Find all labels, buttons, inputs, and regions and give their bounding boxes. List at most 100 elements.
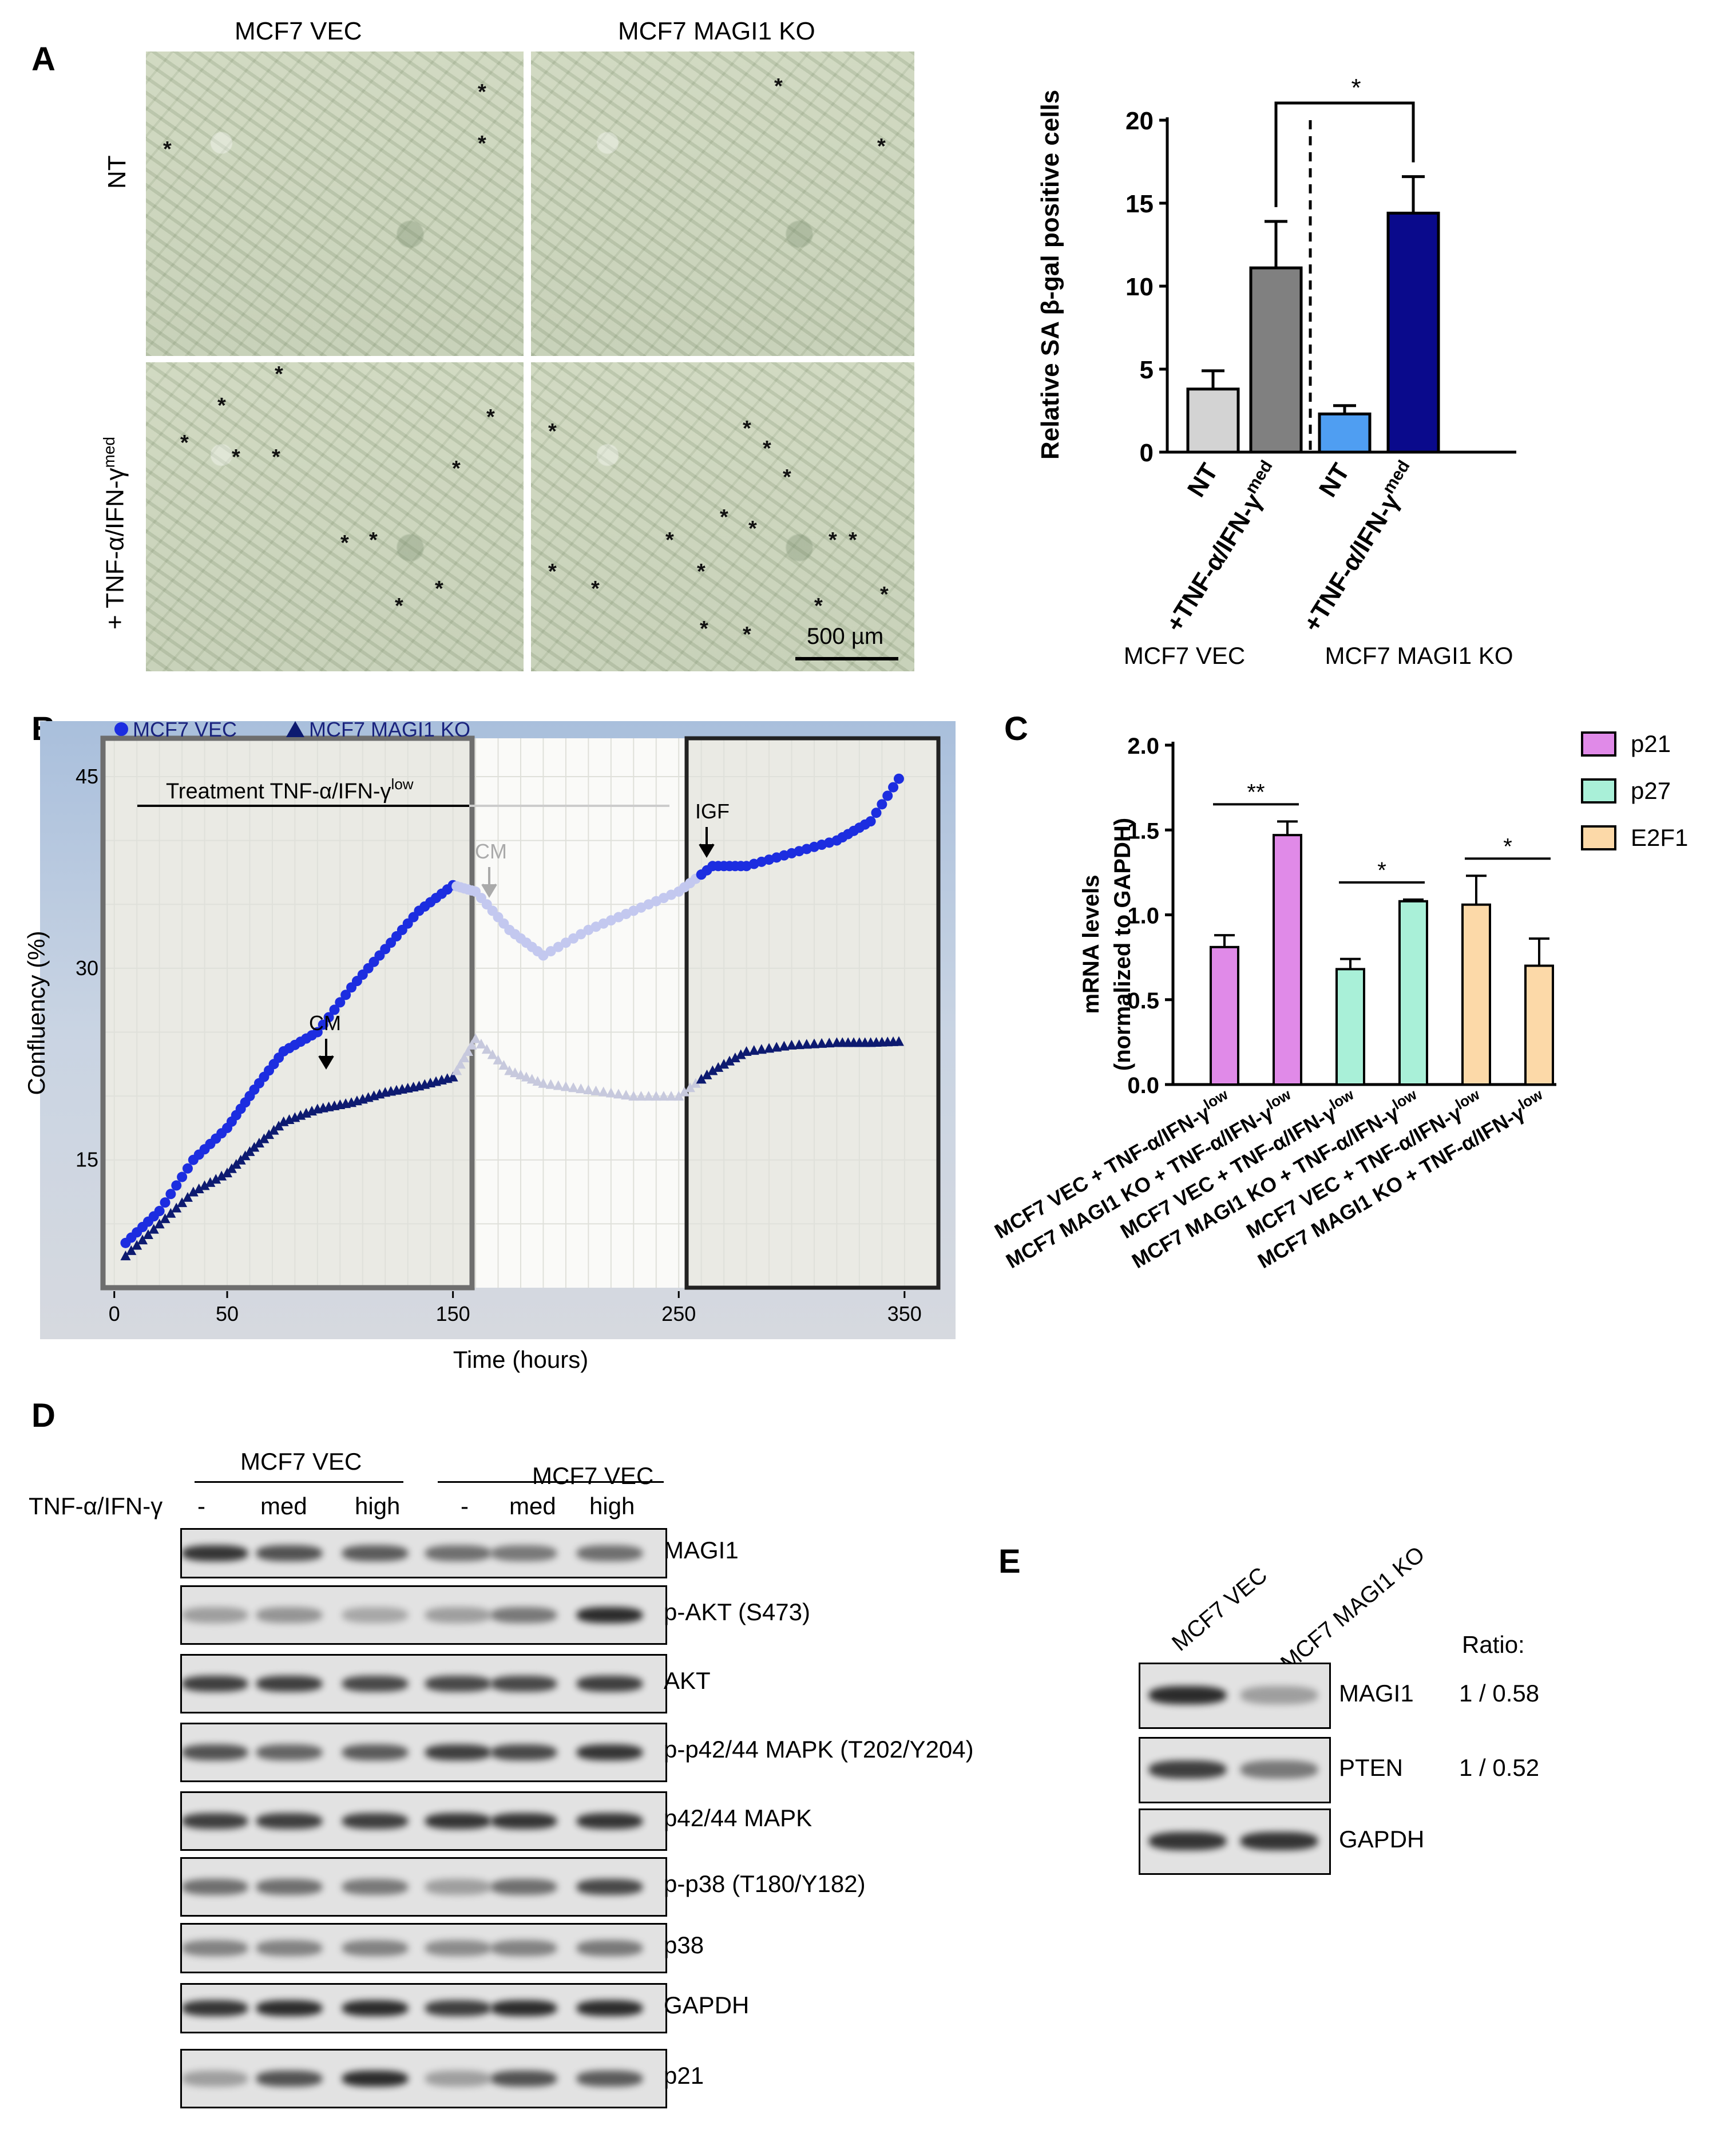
asterisk: * [774,74,783,98]
significance-label: * [1377,858,1386,883]
data-point-ko [459,1052,470,1063]
blot-label: AKT [664,1667,711,1694]
blot-band [425,1607,491,1623]
blot-band [256,2071,322,2087]
blot-band [342,1744,408,1760]
blot-band [491,1676,557,1692]
data-point-ko [643,1091,654,1101]
data-point-ko [553,1080,564,1090]
blot-band [425,1744,491,1760]
data-point-ko [526,1074,537,1084]
blot-label: p38 [664,1932,704,1958]
row-label-treatment-text: + TNF-α/IFN-γ [101,468,129,630]
igf-box [684,736,941,1290]
data-point-ko [132,1240,142,1250]
lane-1-label: - [197,1493,205,1519]
significance-label: * [1503,834,1512,859]
data-point-vec [165,1189,176,1200]
blot-band [182,1545,248,1561]
asterisk: * [272,445,280,469]
blot-band [182,1744,248,1760]
blot-band [342,1545,408,1561]
blot-band [1240,1686,1318,1704]
data-point-ko [171,1202,182,1213]
bar-p27 [1335,968,1365,1086]
cm-annotation-1: CM [309,1011,341,1035]
asterisk: * [700,617,708,641]
data-point-ko [481,1044,492,1054]
blot-band [425,2071,491,2087]
blot-band [182,1813,248,1829]
blot-band [342,2071,408,2087]
blot-band [342,1676,408,1692]
asterisk: * [849,528,857,552]
data-point-ko [764,1043,775,1053]
bar [1386,211,1440,454]
data-point-ko [756,1044,767,1054]
x-tick-label: NT [1314,458,1355,502]
data-point-ko [142,1229,153,1239]
asterisk: * [478,80,486,104]
panel-a-xticks: NT+TNF-α/IFN-γmed NT+TNF-α/IFN-γmed [1160,457,1413,637]
x-tick-label-text: +TNF-α/IFN-γ [1298,488,1405,637]
legend-swatch [1581,778,1616,804]
blot-band [491,1879,557,1895]
lane-4-label: - [461,1493,469,1519]
igf-arrow [699,827,715,858]
asterisk: * [275,362,283,386]
data-point-ko [451,1065,462,1075]
lane-2-label: med [260,1493,307,1519]
data-point-ko [177,1197,188,1208]
y-tick-label: 30 [76,956,98,980]
blot-gapdh [180,1983,667,2033]
blot-p42-44-mapk [180,1791,667,1851]
data-point-ko [679,1086,690,1097]
blot-e-label: GAPDH [1339,1826,1425,1853]
bar-e2f1 [1524,964,1554,1086]
data-point-ko [696,1074,707,1084]
blot-p21 [180,2049,667,2108]
blot-e-ratio: 1 / 0.52 [1459,1754,1540,1781]
panel-b-xlabel: Time (hours) [453,1346,588,1373]
treatment-box [100,735,475,1291]
data-point-ko [568,1082,579,1093]
y-tick-label: 1.0 [1127,904,1159,929]
data-point-ko [253,1137,264,1147]
blot-band [342,1879,408,1895]
data-point-ko [259,1133,269,1143]
blot-band [342,1607,408,1623]
blot-band [491,2071,557,2087]
significance-label: ** [1247,779,1265,805]
asterisk: * [395,594,403,618]
data-point-ko [120,1250,131,1261]
bar-e2f1 [1461,903,1491,1086]
blot-band [425,1676,491,1692]
blot-e-magi1 [1139,1663,1331,1729]
blot-band [256,2000,322,2016]
data-point-ko [160,1213,171,1224]
blot-band [491,2000,557,2016]
data-point-vec [568,933,579,944]
panel-c-letter: C [1004,710,1028,747]
blot-band [491,1813,557,1829]
micrograph-ko-nt: * * [531,52,914,356]
y-tick-label: 15 [76,1148,98,1172]
data-point-ko [651,1091,661,1101]
blot-band [1240,1760,1318,1779]
panel-a-significance-bracket [1274,101,1415,207]
data-point-ko [794,1039,804,1050]
asterisk: * [665,528,674,552]
blot-band [1149,1686,1226,1704]
data-point-ko [628,1091,639,1101]
panel-a-ylabel: Relative SA β-gal positive cells [1036,90,1064,460]
bar-p27 [1398,900,1428,1086]
data-point-ko [748,1045,759,1055]
legend-label: p21 [1631,730,1671,757]
asterisk: * [369,528,378,552]
y-tick-label: 0.0 [1127,1073,1159,1098]
data-point-vec [171,1180,182,1191]
igf-annotation: IGF [695,800,730,823]
panel-a-group-vec: MCF7 VEC [1124,642,1245,669]
x-tick-label: 250 [661,1302,696,1325]
blot-band [577,1879,643,1895]
